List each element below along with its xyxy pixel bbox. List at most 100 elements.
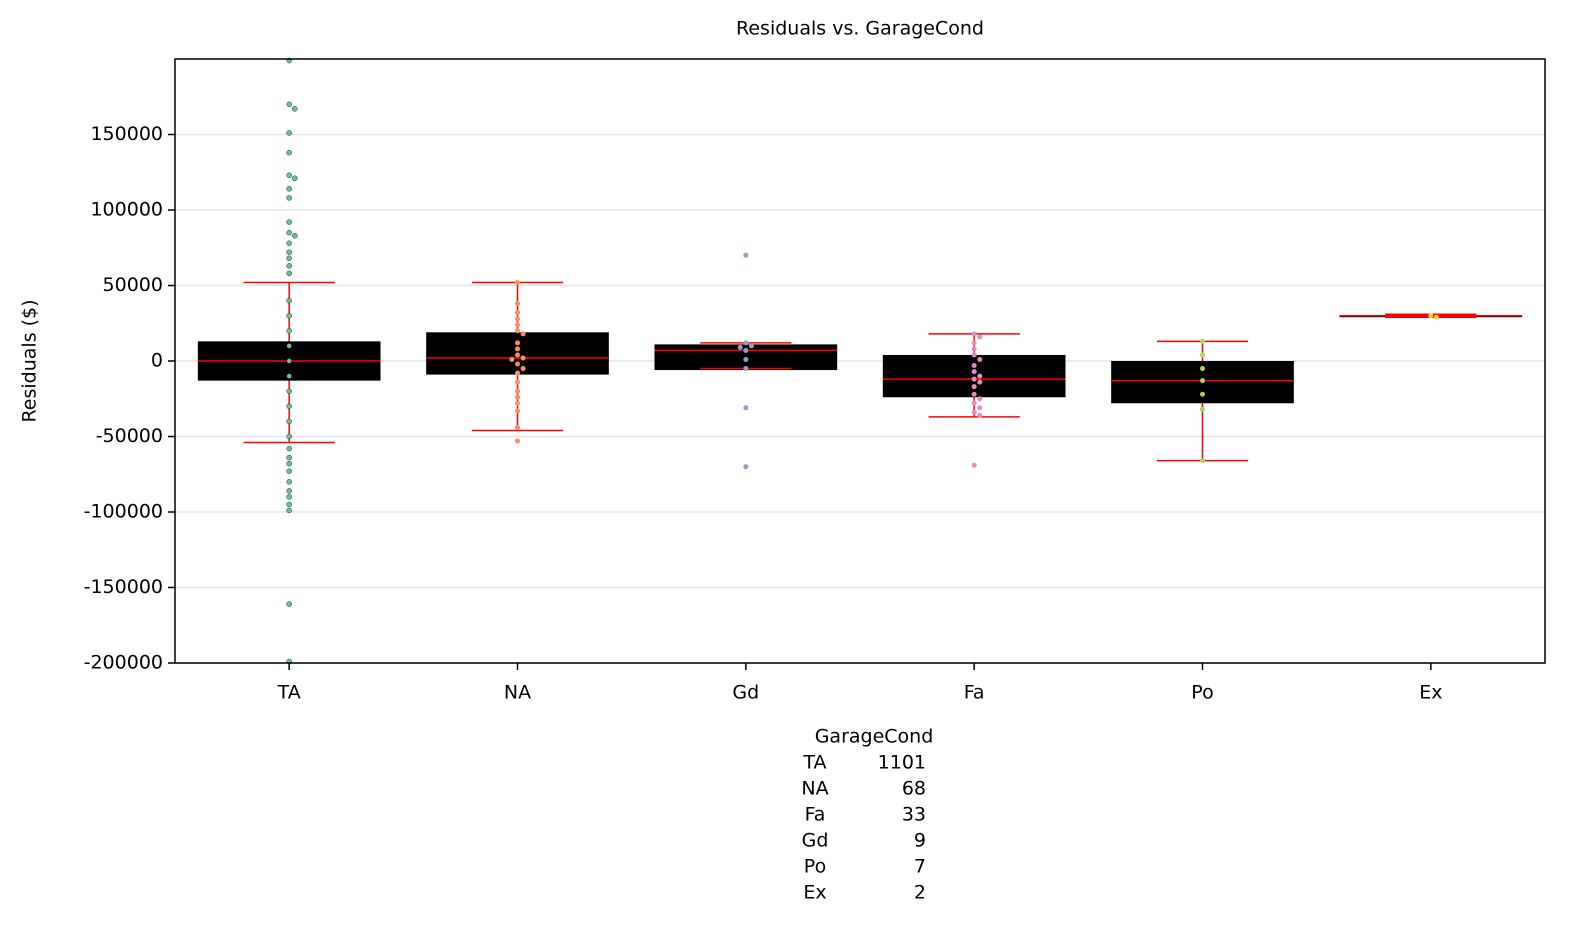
swarm-point [971, 331, 977, 337]
swarm-point [286, 358, 292, 364]
swarm-point [977, 356, 983, 362]
swarm-point [515, 408, 520, 414]
x-tick-label: TA [277, 682, 301, 704]
table-cell: 7 [914, 856, 926, 878]
swarm-point [515, 370, 520, 376]
x-tick-label: Ex [1419, 682, 1442, 704]
swarm-point [515, 328, 520, 334]
swarm-point [748, 343, 754, 349]
chart-title: Residuals vs. GarageCond [736, 18, 984, 40]
swarm-point [509, 356, 515, 362]
swarm-point [520, 331, 526, 337]
swarm-point [286, 454, 292, 461]
swarm-point [1200, 378, 1205, 384]
swarm-point [977, 379, 983, 385]
y-tick-label: 100000 [90, 199, 163, 221]
swarm-point [286, 501, 292, 508]
swarm-point [286, 403, 292, 409]
swarm-point [286, 601, 292, 607]
swarm-point [286, 255, 292, 262]
swarm-point [292, 175, 298, 181]
table-cell: 33 [902, 804, 926, 826]
swarm-point [1200, 366, 1205, 372]
swarm-point [971, 352, 977, 358]
swarm-point [977, 396, 983, 402]
swarm-point [971, 346, 977, 352]
table-cell: Po [804, 856, 826, 878]
y-tick-label: -100000 [84, 501, 163, 523]
swarm-point [1200, 458, 1205, 464]
swarm-point [286, 445, 292, 452]
swarm-point [292, 106, 298, 112]
y-tick-label: 50000 [103, 274, 163, 296]
swarm-point [1433, 314, 1439, 320]
swarm-point [286, 186, 292, 192]
swarm-point [515, 316, 520, 322]
y-tick-label: -150000 [84, 576, 163, 598]
swarm-point [971, 391, 977, 397]
x-tick-label: Gd [732, 682, 759, 704]
swarm-point [286, 468, 292, 474]
x-tick-label: NA [504, 682, 531, 704]
swarm-point [971, 340, 977, 346]
swarm-point [971, 369, 977, 375]
swarm-point [286, 313, 292, 319]
table-cell: TA [802, 752, 826, 774]
swarm-point [971, 363, 977, 369]
y-tick-label: 150000 [90, 123, 163, 145]
swarm-point [1200, 406, 1205, 412]
swarm-point [971, 376, 977, 382]
swarm-point [286, 263, 292, 269]
swarm-point [286, 418, 292, 425]
swarm-point [515, 424, 520, 430]
swarm-point [515, 310, 520, 316]
swarm-point [743, 347, 749, 353]
axes-frame [174, 58, 1546, 664]
counts-table: GarageCond TA 1101 NA 68 Fa 33 Gd 9 Po 7 Ex 2 [801, 726, 933, 904]
swarm-point [1200, 391, 1205, 397]
swarm-point [1200, 352, 1205, 358]
swarm-point [286, 343, 292, 349]
swarm-point [515, 322, 520, 328]
swarm-point [1428, 313, 1434, 319]
table-cell: 1101 [878, 752, 926, 774]
swarm-point [286, 488, 292, 494]
table-cell: Ex [803, 882, 826, 904]
swarm-point [292, 232, 298, 239]
swarm-point [286, 373, 292, 379]
table-cell: 9 [914, 830, 926, 852]
swarm-point [286, 240, 292, 246]
swarm-point [286, 297, 292, 304]
swarm-point [286, 507, 292, 514]
swarm-point [515, 438, 520, 444]
y-tick-label: -50000 [96, 425, 163, 447]
swarm-point [286, 130, 292, 136]
swarm-point [286, 460, 292, 467]
swarm-point [286, 270, 292, 277]
swarm-point [971, 462, 977, 468]
swarm-point [977, 412, 983, 418]
swarm-point [520, 366, 526, 372]
plot-area: -200000 -150000 -100000 -50000 0 50000 100000 1… [84, 57, 1546, 704]
table-cell: Gd [802, 830, 829, 852]
swarm-point [743, 356, 749, 362]
swarm-point [743, 405, 749, 411]
swarm-point [743, 366, 749, 372]
swarm-point [286, 219, 292, 225]
swarm-point [286, 195, 292, 201]
swarm-point [286, 249, 292, 255]
swarm-point [515, 346, 520, 352]
swarm-point [286, 494, 292, 500]
y-axis-label: Residuals ($) [19, 299, 41, 422]
swarm-point [977, 405, 983, 411]
swarm-point [515, 340, 520, 346]
table-cell: 68 [902, 778, 926, 800]
x-tick-label: Fa [964, 682, 985, 704]
swarm-point [515, 279, 520, 285]
y-tick-label: 0 [151, 350, 163, 372]
swarm-point [737, 344, 743, 350]
swarm-point [515, 352, 520, 358]
